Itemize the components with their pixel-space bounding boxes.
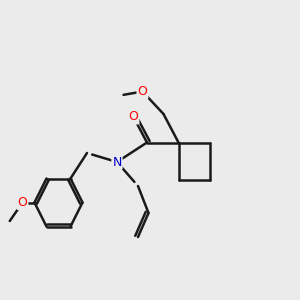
- Text: O: O: [129, 110, 138, 124]
- Text: O: O: [138, 85, 147, 98]
- Text: O: O: [18, 196, 27, 209]
- Text: N: N: [112, 155, 122, 169]
